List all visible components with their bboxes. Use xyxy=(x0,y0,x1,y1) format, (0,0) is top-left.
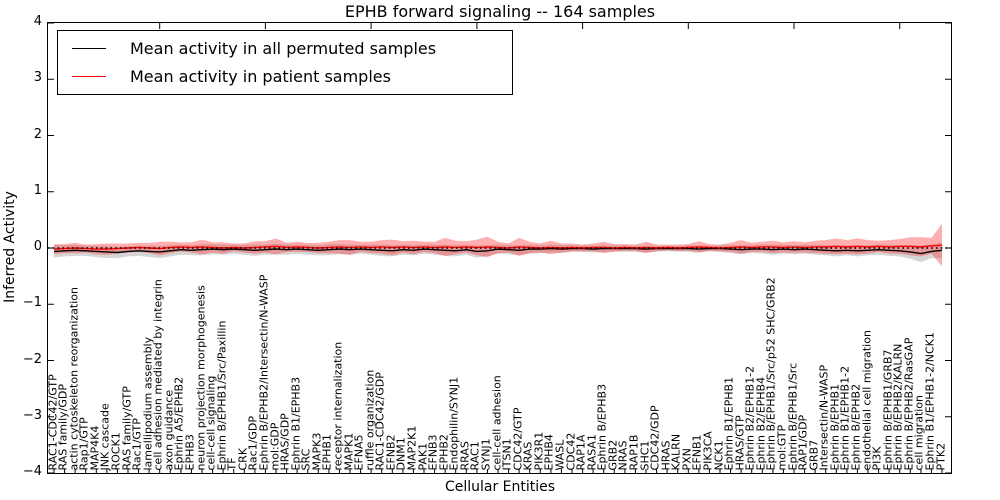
legend-label-patient: Mean activity in patient samples xyxy=(130,66,391,86)
x-tick-label: PTK2 xyxy=(934,442,947,470)
chart-title: EPHB forward signaling -- 164 samples xyxy=(344,2,656,21)
plot-canvas xyxy=(48,23,951,473)
legend: Mean activity in all permuted samples Me… xyxy=(57,30,513,95)
x-tick-label: Ephrin B/EPHB1/Src/Paxillin xyxy=(215,320,229,470)
y-tick-label: −3 xyxy=(22,407,42,423)
y-tick-label: −2 xyxy=(22,351,42,367)
permuted-line-sample-icon xyxy=(72,48,106,50)
legend-item-permuted: Mean activity in all permuted samples xyxy=(72,39,512,58)
y-tick-label: 1 xyxy=(33,182,42,198)
y-tick-label: 2 xyxy=(33,126,42,142)
legend-item-patient: Mean activity in patient samples xyxy=(72,67,512,86)
y-tick-label: −4 xyxy=(22,464,42,479)
y-tick-label: 0 xyxy=(33,239,42,254)
x-axis-label: Cellular Entities xyxy=(444,479,556,495)
legend-label-permuted: Mean activity in all permuted samples xyxy=(130,39,437,59)
y-tick-label: 3 xyxy=(33,70,42,86)
y-tick-label: −1 xyxy=(22,295,42,311)
plot-area xyxy=(47,22,952,474)
patient-line-sample-icon xyxy=(72,75,106,77)
y-tick-label: 4 xyxy=(33,14,42,29)
